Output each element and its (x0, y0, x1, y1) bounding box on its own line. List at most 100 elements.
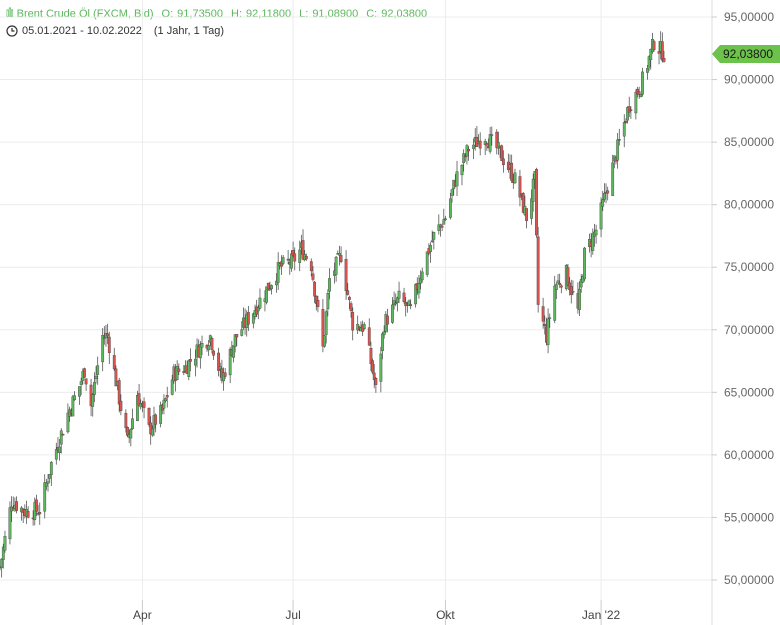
candle (624, 118, 628, 124)
candle (495, 129, 499, 155)
candle (59, 428, 63, 454)
candle (142, 397, 146, 419)
candle (266, 282, 270, 291)
candle (617, 128, 621, 146)
candle (611, 154, 615, 196)
candle-body (182, 371, 186, 373)
candle (660, 32, 664, 63)
candle-body (71, 396, 75, 417)
candle (594, 224, 598, 244)
candle-body (602, 192, 606, 200)
candle (448, 192, 452, 220)
candle (647, 55, 651, 72)
candle (276, 252, 280, 290)
candle (649, 48, 653, 70)
candle-body (467, 149, 471, 152)
candle-body (472, 144, 475, 149)
candle-body (210, 338, 214, 350)
candle (339, 246, 343, 264)
candle (147, 407, 151, 427)
y-tick-label: 55,00000 (724, 510, 774, 524)
candle (521, 192, 525, 214)
y-tick-label: 50,00000 (724, 573, 774, 587)
candle-body (48, 474, 52, 479)
candlestick-icon: ⫾⫿⫾ (6, 8, 14, 19)
candle (536, 226, 540, 313)
candle (396, 296, 399, 312)
candle (616, 132, 620, 169)
candle-body (594, 229, 598, 236)
candle-body (240, 329, 244, 336)
y-tick-label: 65,00000 (724, 385, 774, 399)
candle (246, 305, 250, 331)
candle-body (126, 427, 129, 436)
candle-body (3, 536, 7, 551)
chart-grid (0, 0, 712, 600)
candle (386, 308, 389, 333)
candle-body (58, 446, 62, 453)
candle (372, 363, 376, 389)
candle (280, 255, 283, 276)
candle (394, 293, 398, 307)
candle-body (193, 358, 197, 366)
candle-body (646, 68, 649, 73)
candle-body (601, 199, 605, 207)
candle (414, 283, 418, 308)
candle-body (106, 333, 110, 337)
candle-body (660, 41, 664, 61)
candle-body (513, 172, 517, 184)
candle (0, 558, 4, 578)
candle-body (217, 352, 220, 371)
candle-body (334, 256, 338, 275)
candle (182, 364, 186, 376)
candle (543, 315, 547, 335)
candle-body (207, 345, 211, 351)
candle (54, 442, 58, 465)
candle-body (531, 178, 535, 202)
candle-body (251, 313, 255, 324)
candle (26, 506, 30, 519)
candle-body (344, 258, 348, 292)
candle (455, 160, 459, 196)
candle-body (107, 336, 111, 354)
candle (601, 190, 605, 211)
candle-body (314, 295, 318, 304)
candle (66, 403, 70, 434)
candle-body (112, 355, 116, 370)
candle (349, 301, 353, 318)
date-range: 05.01.2021 - 10.02.2022 (22, 25, 142, 37)
x-tick-label: Jul (285, 608, 300, 622)
candle-body (165, 395, 169, 398)
candle-body (78, 386, 81, 397)
candle-body (495, 131, 499, 148)
candle (518, 169, 522, 207)
candle (35, 494, 38, 517)
candle-body (497, 142, 500, 149)
candle (450, 188, 454, 203)
candle (198, 341, 202, 369)
candle-body (386, 315, 389, 325)
candle-body (218, 366, 222, 370)
candle (268, 281, 272, 292)
candle-body (566, 267, 570, 286)
candle-body (579, 279, 583, 288)
candle-body (420, 271, 424, 281)
candle (599, 197, 603, 238)
candle-body (200, 343, 204, 348)
candle-body (276, 261, 280, 283)
candle-body (367, 327, 371, 346)
candle-body (606, 190, 610, 194)
y-axis: 95,00000 90,00000 85,00000 80,00000 75,00000… (712, 10, 774, 587)
x-tick-label: Okt (436, 608, 455, 622)
candle-body (346, 290, 350, 295)
candle-body (521, 193, 525, 213)
candle-body (142, 401, 146, 408)
candle-body (637, 91, 641, 95)
candle-body (397, 290, 401, 299)
candle-body (578, 288, 581, 310)
candle-body (117, 380, 121, 405)
candle-body (246, 312, 250, 325)
candle (627, 96, 631, 117)
candle (548, 313, 552, 328)
